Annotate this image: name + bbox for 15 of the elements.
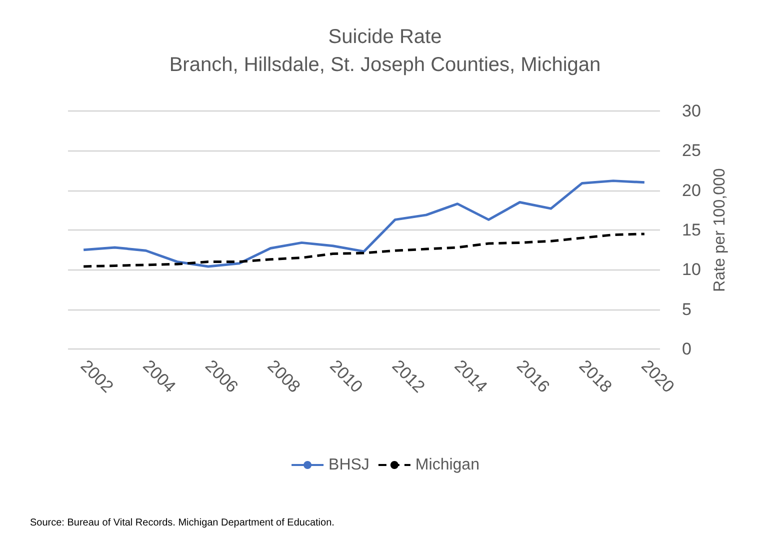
y-axis-title: Rate per 100,000 (711, 168, 728, 292)
y-tick-label: 0 (682, 340, 692, 358)
source-note: Source: Bureau of Vital Records. Michigan Department of Education. (30, 518, 334, 528)
y-tick-label: 5 (682, 300, 692, 319)
y-tick-label: 30 (682, 102, 701, 120)
y-tick-label: 10 (682, 260, 701, 280)
legend-label: Michigan (415, 456, 480, 474)
legend-label: BHSJ (328, 456, 370, 474)
line-series (82, 232, 646, 268)
y-tick-label: 20 (682, 180, 701, 200)
chart-title: Suicide Rate (328, 26, 442, 48)
y-tick-label: 15 (682, 220, 701, 240)
chart-subtitle: Branch, Hillsdale, St. Joseph Counties, Michigan (169, 54, 601, 76)
line-series (82, 180, 646, 268)
y-tick-label: 25 (682, 141, 701, 160)
